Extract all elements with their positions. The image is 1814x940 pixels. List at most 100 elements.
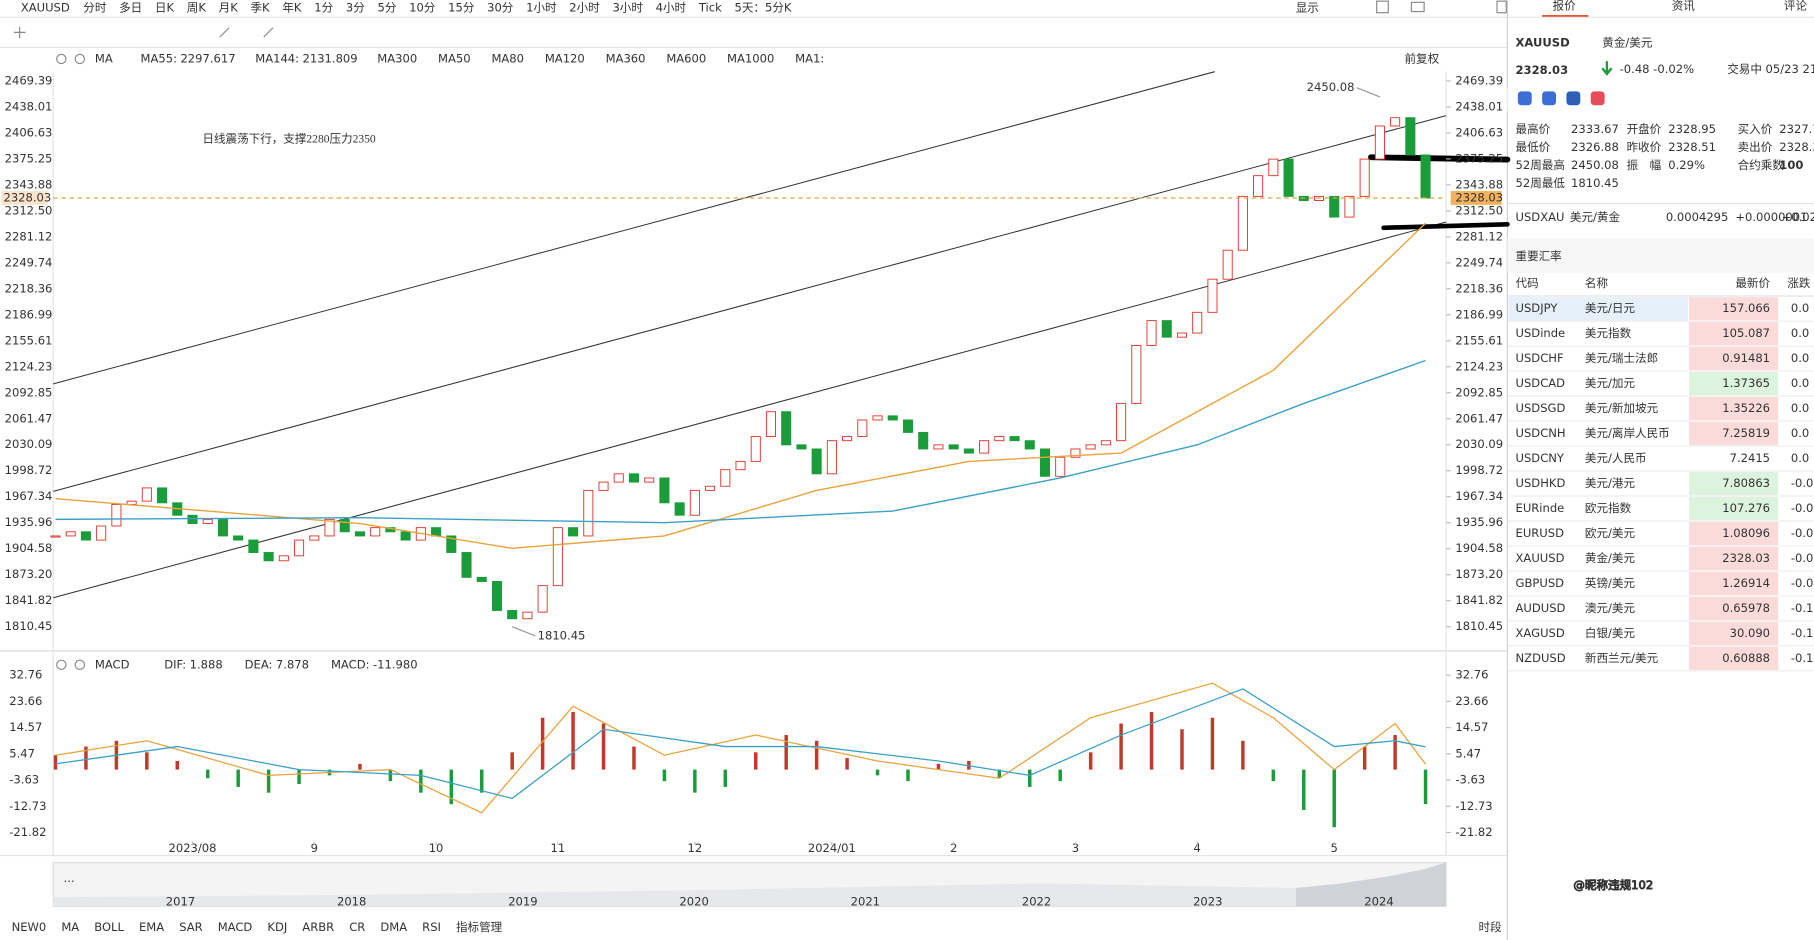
rate-name[interactable]: 美元/人民币 (1585, 451, 1647, 465)
hidden-ma[interactable]: MA120 (545, 51, 585, 65)
period-tab[interactable]: Tick (698, 1, 722, 15)
app-icon[interactable] (1590, 91, 1605, 106)
rate-code[interactable]: EURUSD (1516, 526, 1565, 540)
rate-code[interactable]: GBPUSD (1516, 576, 1565, 590)
rate-name[interactable]: 美元/港元 (1585, 476, 1636, 490)
rate-code[interactable]: AUDUSD (1516, 601, 1566, 615)
period-tab[interactable]: 10分 (409, 1, 436, 15)
hidden-ma[interactable]: MA1: (795, 51, 824, 65)
candle (446, 535, 457, 553)
hidden-ma[interactable]: MA600 (666, 51, 706, 65)
candle (781, 411, 792, 446)
period-tab[interactable]: 4小时 (656, 1, 687, 15)
close-icon[interactable] (74, 659, 86, 671)
period-tab[interactable]: 3小时 (612, 1, 643, 15)
session-tab[interactable]: 时段 (1479, 920, 1503, 934)
close-icon[interactable] (74, 53, 86, 65)
rate-code[interactable]: USDSGD (1516, 401, 1566, 415)
rate-name[interactable]: 美元/离岸人民币 (1585, 426, 1670, 440)
indicator-tab[interactable]: DMA (380, 920, 407, 934)
period-tab[interactable]: 3分 (346, 1, 365, 15)
crosshair-icon[interactable] (13, 26, 26, 39)
layout-icon[interactable] (1376, 0, 1389, 14)
hidden-ma[interactable]: MA50 (438, 51, 471, 65)
indicator-tab[interactable]: KDJ (267, 920, 287, 934)
rate-code[interactable]: USDinde (1516, 326, 1566, 340)
period-tab[interactable]: 分时 (83, 1, 107, 15)
rate-code[interactable]: USDCNH (1516, 426, 1566, 440)
rate-code[interactable]: USDCHF (1516, 351, 1564, 365)
period-tab[interactable]: 30分 (487, 1, 514, 15)
rate-code[interactable]: USDJPY (1516, 301, 1559, 315)
rate-code[interactable]: USDCNY (1516, 451, 1565, 465)
app-icon[interactable] (1517, 91, 1532, 106)
rate-name[interactable]: 欧元/美元 (1585, 526, 1636, 540)
hidden-ma[interactable]: MA300 (377, 51, 417, 65)
hidden-ma[interactable]: MA360 (606, 51, 646, 65)
period-tab[interactable]: 多日 (119, 1, 142, 15)
indicator-tab[interactable]: BOLL (94, 920, 124, 934)
rate-name[interactable]: 美元/新加坡元 (1585, 401, 1659, 415)
side-tab[interactable]: 评论 (1784, 0, 1808, 12)
period-tab[interactable]: 1小时 (526, 1, 557, 15)
indicator-tab[interactable]: RSI (422, 920, 441, 934)
rate-name[interactable]: 英镑/美元 (1585, 576, 1636, 590)
side-tab[interactable]: 报价 (1553, 0, 1577, 12)
adjust-button[interactable]: 前复权 (1405, 51, 1440, 65)
rate-name[interactable]: 新西兰元/美元 (1585, 651, 1659, 665)
rate-code[interactable]: USDHKD (1516, 476, 1566, 490)
indicator-tab[interactable]: CR (349, 920, 365, 934)
rate-name[interactable]: 美元/加元 (1585, 376, 1636, 390)
draw-icon[interactable] (219, 27, 274, 38)
period-tab[interactable]: 5分 (378, 1, 397, 15)
macd-bar (480, 769, 484, 793)
rate-code[interactable]: EURinde (1516, 501, 1565, 515)
period-tab[interactable]: 日K (155, 1, 175, 15)
app-icon[interactable] (1542, 91, 1557, 106)
rate-name[interactable]: 欧元指数 (1585, 501, 1632, 515)
app-icon[interactable] (1566, 91, 1581, 106)
rate-name[interactable]: 美元指数 (1585, 326, 1632, 340)
restore-icon[interactable] (1496, 0, 1507, 14)
rate-name[interactable]: 澳元/美元 (1585, 601, 1636, 615)
rate-name[interactable]: 白银/美元 (1585, 626, 1636, 640)
indicator-tab[interactable]: SAR (179, 920, 202, 934)
candle (217, 518, 228, 537)
indicator-tab[interactable]: NEW0 (12, 920, 47, 934)
display-menu[interactable]: 显示 (1296, 1, 1319, 15)
rate-code[interactable]: USDCAD (1516, 376, 1566, 390)
period-tab[interactable]: 周K (187, 1, 207, 15)
navigator-window[interactable] (1295, 862, 1447, 907)
rate-code[interactable]: XAUUSD (1516, 551, 1565, 565)
period-tab[interactable]: 5天：5分K (735, 1, 792, 15)
indicator-tab[interactable]: 指标管理 (456, 920, 503, 934)
rate-name[interactable]: 美元/日元 (1585, 301, 1636, 315)
rate-name[interactable]: 黄金/美元 (1585, 551, 1636, 565)
settings-icon[interactable] (56, 53, 67, 65)
candle (1085, 444, 1096, 450)
rate-code[interactable]: XAGUSD (1516, 626, 1565, 640)
side-tab[interactable]: 资讯 (1672, 0, 1696, 12)
rate-name[interactable]: 美元/瑞士法郎 (1585, 351, 1658, 365)
indicator-tab[interactable]: MACD (218, 920, 253, 934)
camera-icon[interactable] (1410, 1, 1425, 13)
candle (1359, 158, 1370, 197)
y-tick-label: 2218.36 (5, 281, 53, 295)
indicator-tab[interactable]: ARBR (302, 920, 334, 934)
period-tab[interactable]: 季K (251, 1, 271, 15)
period-tab[interactable]: 年K (282, 1, 302, 15)
indicator-tab[interactable]: MA (61, 920, 79, 934)
symbol[interactable]: XAUUSD (21, 1, 70, 15)
period-tab[interactable]: 15分 (448, 1, 475, 15)
period-tab[interactable]: 1分 (314, 1, 333, 15)
period-tab[interactable]: 2小时 (569, 1, 600, 15)
indicator-tab[interactable]: EMA (139, 920, 164, 934)
rate-code[interactable]: NZDUSD (1516, 651, 1566, 665)
hidden-ma[interactable]: MA1000 (727, 51, 774, 65)
hidden-ma[interactable]: MA80 (491, 51, 524, 65)
navigator-handle[interactable]: ··· (64, 875, 75, 889)
price-cell (1689, 571, 1779, 595)
x-tick-label: 5 (1331, 841, 1338, 855)
period-tab[interactable]: 月K (219, 1, 239, 15)
settings-icon[interactable] (56, 659, 67, 671)
